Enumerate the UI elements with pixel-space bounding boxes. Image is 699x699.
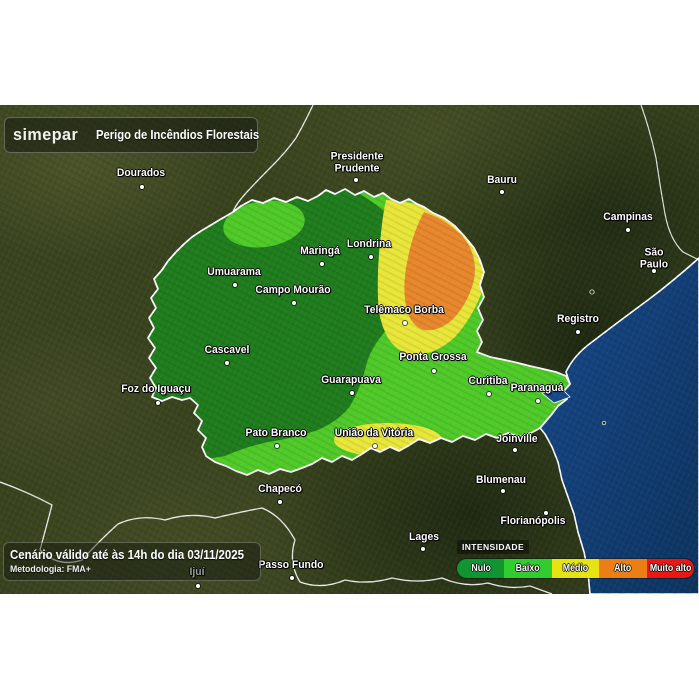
- satellite-map: [0, 105, 699, 594]
- simepar-logo: simepar: [13, 125, 79, 144]
- methodology-text: Metodologia: FMA+: [10, 564, 91, 575]
- danger-patch-medio-south: [334, 423, 442, 457]
- legend-item-nulo: Nulo: [457, 559, 505, 578]
- validity-text: Cenário válido até às 14h do dia 03/11/2…: [10, 547, 245, 562]
- validity-caption: Cenário válido até às 14h do dia 03/11/2…: [3, 542, 261, 581]
- legend-item-muito-alto: Muito alto: [646, 559, 694, 578]
- atlantic-ocean: [538, 256, 699, 594]
- legend-item-alto: Alto: [599, 559, 647, 578]
- sao-paulo-border-line: [640, 105, 699, 261]
- uruguay-river-line: [0, 481, 553, 594]
- parana-state-border: [147, 188, 571, 476]
- page-title: Perigo de Incêndios Florestais: [95, 128, 259, 142]
- header-bar: simepar Perigo de Incêndios Florestais: [4, 117, 259, 153]
- legend-item-label: Alto: [614, 563, 632, 574]
- coastal-islet: [589, 289, 595, 295]
- legend-item-baixo: Baixo: [504, 559, 552, 578]
- paranagua-bay: [541, 388, 571, 404]
- legend-item-medio: Médio: [551, 559, 600, 578]
- coastal-islet: [601, 420, 607, 426]
- danger-region-alto: [404, 212, 475, 331]
- legend-item-label: Muito alto: [649, 563, 692, 574]
- intensity-legend: Nulo Baixo Médio Alto Muito alto: [457, 559, 694, 578]
- parana-river-line: [232, 105, 314, 213]
- legend-item-label: Baixo: [516, 563, 541, 574]
- legend-item-label: Médio: [562, 563, 589, 574]
- legend-title: INTENSIDADE: [457, 540, 530, 554]
- danger-region-nulo: [148, 189, 418, 470]
- legend-item-label: Nulo: [470, 563, 491, 574]
- danger-patch-baixo-nw: [223, 200, 305, 248]
- map-graphics: [0, 105, 699, 594]
